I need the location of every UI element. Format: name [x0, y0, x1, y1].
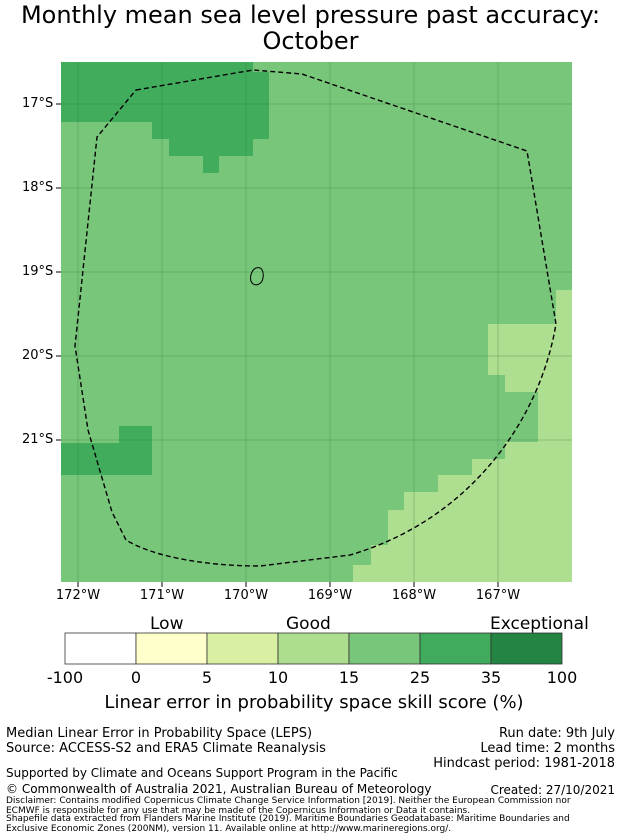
- disclaimer-line-1: Disclaimer: Contains modified Copernicus…: [6, 796, 571, 806]
- footer-method: Median Linear Error in Probability Space…: [6, 726, 313, 741]
- lon-label-169w: 169°W: [307, 588, 353, 603]
- lon-label-172w: 172°W: [55, 588, 101, 603]
- lon-label-167w: 167°W: [475, 588, 521, 603]
- map-title: Monthly mean sea level pressure past acc…: [0, 2, 621, 54]
- shapefile-line-2: Exclusive Economic Zones (200NM), versio…: [6, 824, 452, 834]
- colorbar-bin-5: [348, 632, 421, 665]
- lat-label-17s: 17°S: [22, 96, 54, 111]
- colorbar-tick: 0: [130, 668, 142, 687]
- colorbar-tick: 15: [338, 668, 360, 687]
- lon-label-171w: 171°W: [139, 588, 185, 603]
- colorbar-tick: -100: [46, 668, 84, 687]
- eez-boundary: [74, 69, 557, 567]
- colorbar-tick: 10: [267, 668, 289, 687]
- disclaimer-line-2: ECMWF is responsible for any use that ma…: [6, 806, 471, 816]
- skill-high-west: [61, 426, 152, 475]
- axis-ticks: [56, 103, 499, 587]
- colorbar-tick: 25: [409, 668, 431, 687]
- colorbar-bin-6: [419, 632, 492, 665]
- title-line-2: October: [262, 27, 359, 55]
- footer-support: Supported by Climate and Oceans Support …: [6, 766, 398, 780]
- skill-high-north: [61, 62, 269, 173]
- lat-label-19s: 19°S: [22, 264, 54, 279]
- footer-lead-time: Lead time: 2 months: [480, 741, 615, 756]
- footer-source: Source: ACCESS-S2 and ERA5 Climate Reana…: [6, 741, 326, 756]
- colorbar-bin-3: [206, 632, 279, 665]
- skill-grid: [61, 62, 572, 582]
- colorbar-tick: 35: [480, 668, 502, 687]
- colorbar-title: Linear error in probability space skill …: [104, 692, 524, 713]
- footer-copyright: © Commonwealth of Australia 2021, Austra…: [6, 782, 432, 796]
- colorbar-bin-1: [64, 632, 137, 665]
- footer-hindcast-period: Hindcast period: 1981-2018: [433, 756, 615, 771]
- island-coast: [250, 267, 264, 286]
- colorbar-tick: 100: [546, 668, 578, 687]
- lat-label-21s: 21°S: [22, 432, 54, 447]
- shapefile-line-1: Shapefile data extracted from Flanders M…: [6, 814, 570, 824]
- colorbar: [64, 632, 563, 665]
- lon-label-168w: 168°W: [391, 588, 437, 603]
- category-low: Low: [150, 614, 184, 634]
- category-exceptional: Exceptional: [490, 614, 589, 634]
- lon-label-170w: 170°W: [223, 588, 269, 603]
- colorbar-bin-4: [277, 632, 350, 665]
- colorbar-bin-7: [490, 632, 563, 665]
- map-figure: [56, 62, 572, 665]
- lat-label-20s: 20°S: [22, 348, 54, 363]
- footer-created: Created: 27/10/2021: [490, 783, 615, 797]
- skill-medium-east: [353, 290, 572, 582]
- colorbar-tick: 5: [201, 668, 213, 687]
- category-good: Good: [286, 614, 331, 634]
- footer-run-date: Run date: 9th July: [498, 726, 615, 741]
- colorbar-bin-2: [135, 632, 208, 665]
- lat-label-18s: 18°S: [22, 180, 54, 195]
- title-line-1: Monthly mean sea level pressure past acc…: [20, 1, 601, 29]
